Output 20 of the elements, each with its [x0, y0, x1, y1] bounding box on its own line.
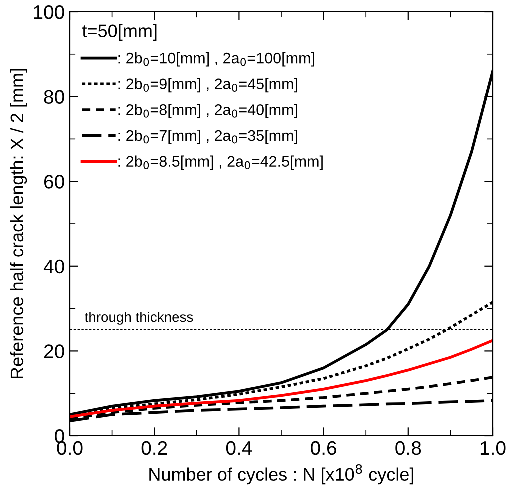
x-axis-title: Number of cycles : N [x10$^{8}$ cycle] [150, 464, 414, 485]
y-tick-label: 20 [44, 344, 64, 358]
x-tick-label: 0.4 [226, 441, 252, 456]
x-tick-label: 0.6 [311, 441, 336, 456]
legend-label: : 2b$_{0}$=7[mm] , 2a$_{0}$=35[mm] [118, 130, 298, 144]
ref-line-label: through thickness [85, 312, 194, 325]
y-tick-label: 100 [34, 5, 64, 20]
y-axis-title: Reference half crack length: X / 2 [mm] [10, 69, 28, 379]
x-tick-label: 0.8 [396, 441, 422, 456]
y-tick-label: 80 [44, 90, 64, 104]
legend-label: : 2b$_{0}$=8.5[mm] , 2a$_{0}$=42.5[mm] [118, 156, 323, 170]
x-tick-label: 0.2 [142, 441, 168, 456]
y-tick-label: 40 [44, 260, 64, 274]
legend-label: : 2b$_{0}$=10[mm] , 2a$_{0}$=100[mm] [118, 52, 314, 67]
legend-label: : 2b$_{0}$=8[mm] , 2a$_{0}$=40[mm] [118, 104, 298, 118]
legend-title: t=50[mm] [82, 24, 157, 42]
x-tick-label: 0.0 [57, 441, 83, 456]
y-tick-label: 60 [44, 175, 64, 189]
x-tick-label: 1.0 [480, 441, 506, 456]
legend-label: : 2b$_{0}$=9[mm] , 2a$_{0}$=45[mm] [118, 78, 298, 93]
